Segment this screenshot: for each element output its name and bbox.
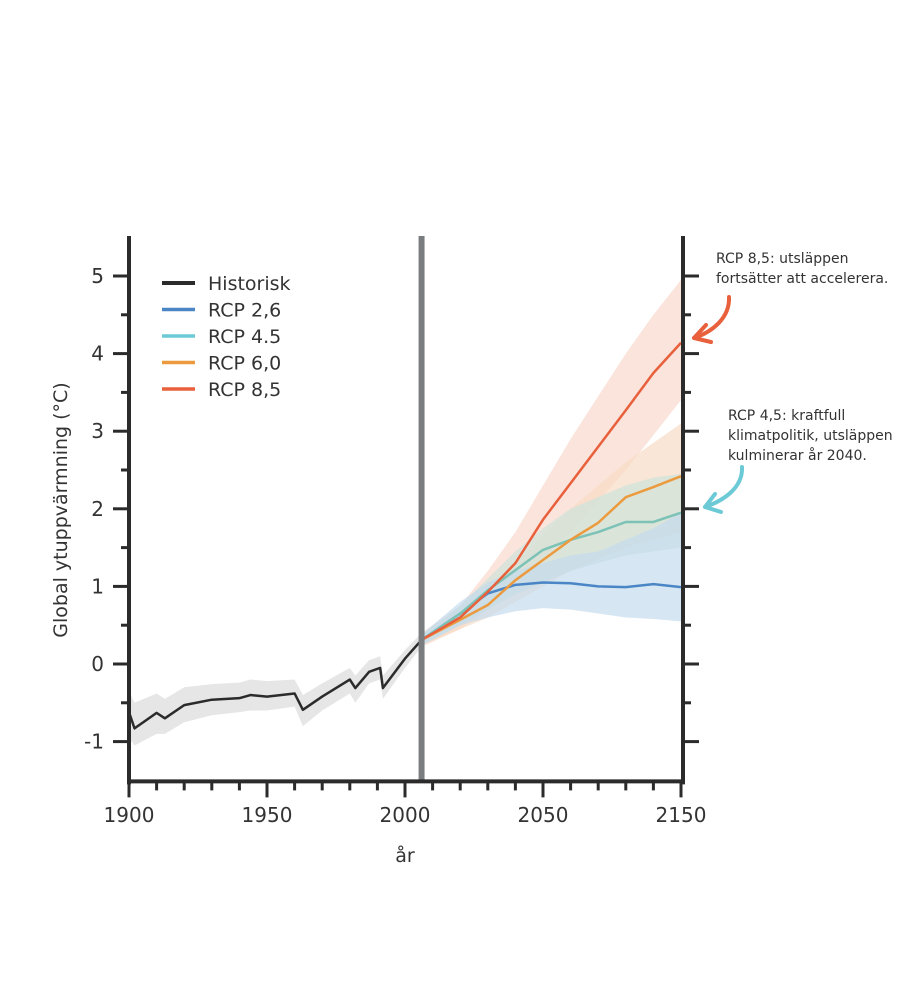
annotation-rcp45-text: kulminerar år 2040. [728,447,867,464]
y-tick-label: 3 [91,419,104,443]
legend-label: Historisk [208,273,291,295]
annotation-rcp45-text: RCP 4,5: kraftfull [728,408,845,424]
legend-label: RCP 4.5 [208,326,281,348]
x-tick-label: 2150 [656,803,707,827]
band-rcp-2-6 [421,512,681,646]
legend-label: RCP 2,6 [208,300,281,322]
scenario-divider-line [418,236,425,782]
y-tick-label: 4 [91,342,104,366]
annotation-rcp45-text: klimatpolitik, utsläppen [728,428,893,444]
annotations: RCP 8,5: utsläppen fortsätter att acceler… [692,251,893,514]
y-tick-label: 5 [91,264,104,288]
legend: Historisk RCP 2,6 RCP 4.5 RCP 6,0 RCP 8,5 [162,273,291,401]
annotation-rcp85-text: fortsätter att accelerera. [716,271,888,287]
y-tick-label: 0 [91,652,104,676]
arrow-rcp45-icon [703,465,745,509]
x-tick-label: 1950 [242,803,293,827]
annotation-rcp85-text: RCP 8,5: utsläppen [716,251,849,267]
x-tick-label: 2050 [518,803,569,827]
x-axis-title: år [395,844,415,867]
band-rcp-8-5 [421,279,681,647]
arrow-rcp85-head-icon [692,323,713,344]
y-axis-title: Global ytuppvärmning (°C) [50,382,72,637]
x-tick-label: 1900 [104,803,155,827]
series-lines [127,341,682,730]
band-historisk [129,632,422,746]
arrow-rcp85-icon [692,295,732,340]
arrow-rcp45-head-icon [703,492,723,514]
y-tick-label: -1 [84,730,104,754]
uncertainty-bands [129,279,681,746]
y-tick-label: 1 [91,574,104,598]
line-historisk [127,639,423,730]
line-rcp-8-5 [420,341,682,642]
legend-label: RCP 8,5 [208,379,281,401]
legend-label: RCP 6,0 [208,353,281,375]
line-rcp-6-0 [420,475,682,642]
y-tick-label: 2 [91,497,104,521]
x-tick-label: 2000 [380,803,431,827]
line-rcp-4-5 [420,511,682,641]
axes: -1 0 1 2 3 4 5 1900 1950 2000 2050 2150 [84,236,706,827]
